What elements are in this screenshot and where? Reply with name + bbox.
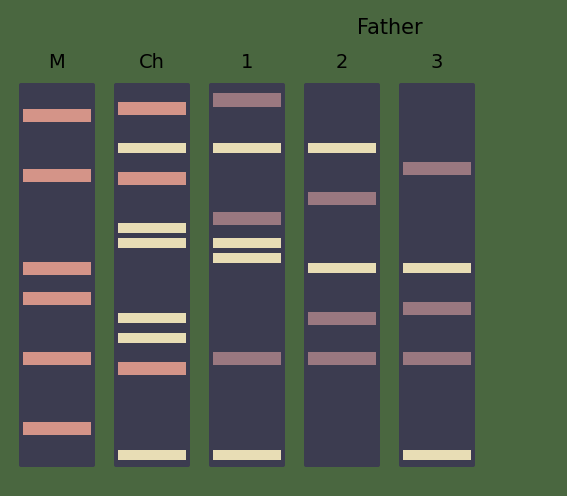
FancyBboxPatch shape bbox=[399, 83, 475, 467]
Text: 3: 3 bbox=[431, 53, 443, 71]
Bar bbox=[213, 211, 281, 225]
Bar bbox=[403, 162, 471, 175]
Bar bbox=[403, 263, 471, 273]
Bar bbox=[213, 352, 281, 365]
Bar bbox=[118, 172, 186, 185]
Bar bbox=[403, 352, 471, 365]
Bar bbox=[213, 93, 281, 107]
FancyBboxPatch shape bbox=[19, 83, 95, 467]
Bar bbox=[118, 450, 186, 460]
Bar bbox=[23, 292, 91, 305]
Bar bbox=[403, 450, 471, 460]
Bar bbox=[213, 143, 281, 153]
Bar bbox=[213, 253, 281, 263]
Bar bbox=[23, 261, 91, 274]
Bar bbox=[118, 102, 186, 115]
Bar bbox=[118, 333, 186, 343]
Bar bbox=[213, 450, 281, 460]
Text: Father: Father bbox=[357, 18, 423, 38]
Bar bbox=[118, 238, 186, 248]
Text: M: M bbox=[49, 53, 65, 71]
Bar bbox=[308, 352, 376, 365]
Bar bbox=[118, 143, 186, 153]
Bar bbox=[118, 223, 186, 233]
Bar bbox=[403, 302, 471, 314]
Bar bbox=[308, 263, 376, 273]
Bar bbox=[23, 169, 91, 182]
Bar bbox=[308, 143, 376, 153]
Bar bbox=[23, 422, 91, 434]
Text: 2: 2 bbox=[336, 53, 348, 71]
Bar bbox=[118, 313, 186, 323]
Bar bbox=[308, 311, 376, 324]
Bar bbox=[23, 352, 91, 365]
FancyBboxPatch shape bbox=[304, 83, 380, 467]
Text: 1: 1 bbox=[241, 53, 253, 71]
Bar bbox=[118, 362, 186, 374]
Bar bbox=[23, 109, 91, 122]
Text: Ch: Ch bbox=[139, 53, 165, 71]
Bar bbox=[308, 191, 376, 204]
FancyBboxPatch shape bbox=[114, 83, 190, 467]
Bar bbox=[213, 238, 281, 248]
FancyBboxPatch shape bbox=[209, 83, 285, 467]
